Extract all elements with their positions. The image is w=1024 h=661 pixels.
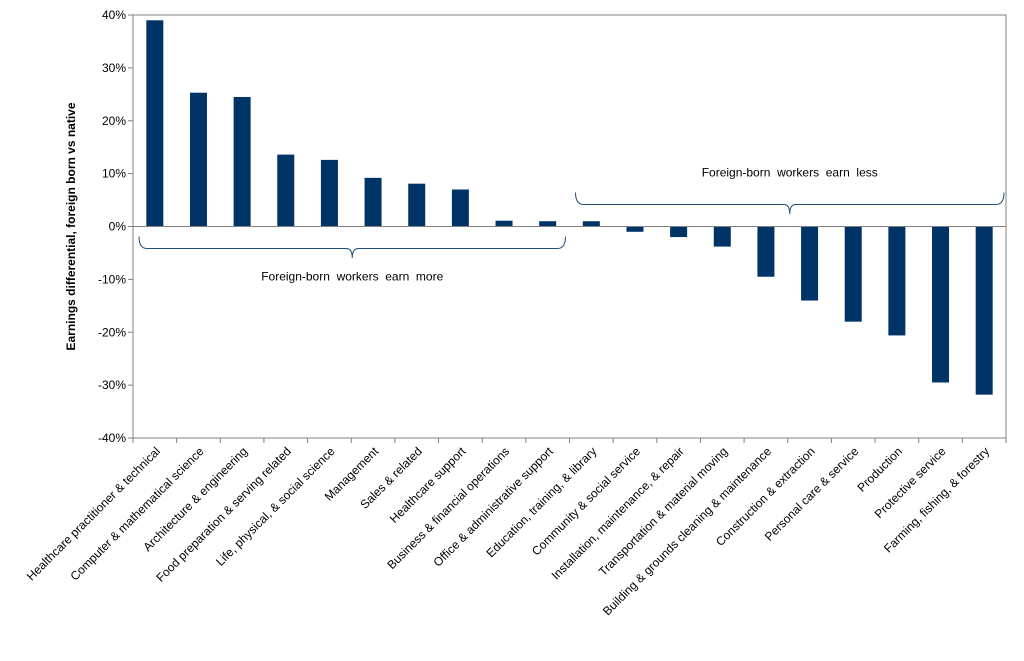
bar-14 bbox=[713, 226, 731, 247]
y-tick-label: 30% bbox=[102, 61, 126, 75]
bracket-earn-less bbox=[575, 192, 1005, 215]
bar-8 bbox=[451, 189, 469, 227]
annotations-layer: Foreign-born workers earn more Foreign-bo… bbox=[138, 166, 1005, 284]
bar-16 bbox=[801, 226, 819, 301]
bars-layer bbox=[146, 20, 993, 395]
y-tick-label: 20% bbox=[102, 114, 126, 128]
y-tick-label: -10% bbox=[98, 272, 126, 286]
y-tick-label: -30% bbox=[98, 378, 126, 392]
bar-17 bbox=[844, 226, 862, 322]
bar-4 bbox=[277, 154, 295, 227]
bar-20 bbox=[975, 226, 993, 395]
y-tick-label: 0% bbox=[109, 220, 127, 234]
bar-18 bbox=[888, 226, 906, 336]
bar-11 bbox=[582, 221, 600, 227]
bar-1 bbox=[146, 20, 164, 227]
y-tick-label: -20% bbox=[98, 325, 126, 339]
y-tick-label: -40% bbox=[98, 431, 126, 445]
bar-12 bbox=[626, 226, 644, 232]
bracket-earn-more bbox=[138, 236, 566, 259]
bar-6 bbox=[364, 177, 382, 227]
y-tick-label: 40% bbox=[102, 8, 126, 22]
x-axis: Healthcare practitioner & technicalCompu… bbox=[24, 438, 1007, 618]
y-axis: 40% 30% 20% 10% 0% -10% -20% -30% -40% bbox=[98, 8, 133, 445]
bar-19 bbox=[932, 226, 950, 383]
bar-13 bbox=[670, 226, 688, 238]
bar-15 bbox=[757, 226, 775, 277]
annotation-earn-less: Foreign-born workers earn less bbox=[702, 166, 878, 180]
bar-3 bbox=[233, 96, 251, 227]
x-category-label: Healthcare support bbox=[387, 444, 469, 526]
y-tick-label: 10% bbox=[102, 167, 126, 181]
bar-5 bbox=[320, 159, 338, 227]
bar-10 bbox=[539, 221, 557, 227]
bar-9 bbox=[495, 220, 513, 227]
y-axis-title: Earnings differential, foreign born vs n… bbox=[64, 102, 78, 350]
annotation-earn-more: Foreign-born workers earn more bbox=[261, 270, 443, 284]
bar-2 bbox=[189, 92, 207, 227]
bar-7 bbox=[408, 183, 426, 227]
